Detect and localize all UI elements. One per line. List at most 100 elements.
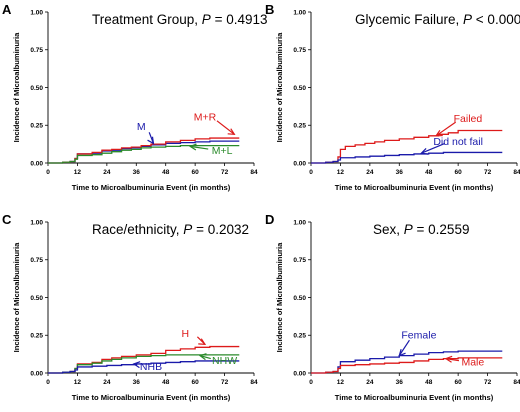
series-label-failed: Failed — [454, 113, 483, 125]
x-tick-label: 84 — [250, 379, 258, 386]
title-p-value: = 0.2559 — [413, 222, 470, 237]
x-tick-label: 24 — [103, 379, 111, 386]
x-tick-label: 12 — [74, 169, 82, 176]
x-tick-label: 36 — [133, 169, 141, 176]
y-tick-label: 1.00 — [30, 219, 43, 226]
panel-letter: A — [2, 2, 12, 17]
x-tick-label: 60 — [455, 169, 463, 176]
series-arrow-female — [398, 339, 410, 356]
x-tick-label: 72 — [484, 379, 492, 386]
x-tick-label: 48 — [162, 379, 170, 386]
x-tick-label: 60 — [192, 379, 200, 386]
y-tick-label: 0.75 — [293, 47, 306, 54]
x-tick-label: 0 — [46, 379, 50, 386]
x-tick-label: 24 — [103, 169, 111, 176]
series-line-nhb — [48, 360, 240, 374]
x-tick-label: 48 — [425, 169, 433, 176]
series-label-female: Female — [401, 329, 436, 341]
series-arrow-failed — [435, 121, 457, 137]
y-tick-label: 0.75 — [30, 47, 43, 54]
x-tick-label: 12 — [337, 379, 345, 386]
x-tick-label: 48 — [162, 169, 170, 176]
title-p-label: P — [404, 222, 413, 237]
x-tick-label: 36 — [133, 379, 141, 386]
series-arrow-nhw — [199, 355, 211, 360]
x-tick-label: 24 — [366, 379, 374, 386]
x-tick-label: 72 — [221, 379, 229, 386]
title-p-label: P — [202, 12, 211, 27]
y-tick-label: 0.25 — [30, 333, 43, 340]
series-label-m: M — [137, 121, 146, 133]
y-tick-label: 0.50 — [293, 295, 306, 302]
series-line-did-not-fail — [311, 151, 503, 164]
x-tick-label: 0 — [46, 169, 50, 176]
title-text: Glycemic Failure, — [355, 12, 463, 27]
y-tick-label: 1.00 — [30, 9, 43, 16]
x-tick-label: 24 — [366, 169, 374, 176]
x-tick-label: 60 — [192, 169, 200, 176]
x-tick-label: 36 — [396, 169, 404, 176]
title-p-label: P — [463, 12, 472, 27]
panel-title: Race/ethnicity, P = 0.2032 — [92, 222, 249, 237]
y-axis-label: Incidence of Microalbuminuria — [275, 242, 284, 352]
y-tick-label: 0.25 — [30, 123, 43, 130]
y-tick-label: 1.00 — [293, 219, 306, 226]
series-label-male: Male — [461, 356, 484, 368]
x-tick-label: 84 — [513, 169, 520, 176]
x-tick-label: 48 — [425, 379, 433, 386]
y-tick-label: 0.25 — [293, 333, 306, 340]
series-arrow-male — [445, 358, 460, 362]
x-tick-label: 0 — [309, 379, 313, 386]
x-axis-label: Time to Microalbuminuria Event (in month… — [72, 183, 231, 192]
title-text: Treatment Group, — [92, 12, 202, 27]
panel-title: Sex, P = 0.2559 — [373, 222, 469, 237]
series-label-did-not-fail: Did not fail — [433, 136, 483, 148]
title-text: Sex, — [373, 222, 404, 237]
panel-title: Treatment Group, P = 0.4913 — [92, 12, 268, 27]
series-arrowhead-female — [398, 349, 406, 357]
series-arrowhead-failed — [434, 129, 443, 137]
y-tick-label: 0.75 — [30, 257, 43, 264]
series-label-h: H — [182, 328, 190, 340]
series-arrow-m-r — [216, 120, 235, 135]
series-label-m-r: M+R — [194, 112, 217, 124]
y-axis-label: Incidence of Microalbuminuria — [12, 32, 21, 142]
series-arrowhead-m — [147, 136, 155, 145]
series-label-nhw: NHW — [212, 355, 237, 367]
x-axis-label: Time to Microalbuminuria Event (in month… — [72, 393, 231, 402]
x-tick-label: 72 — [221, 169, 229, 176]
series-line-m-l — [48, 144, 240, 164]
series-arrowhead-did-not-fail — [420, 148, 429, 155]
title-text: Race/ethnicity, — [92, 222, 183, 237]
y-tick-label: 0.00 — [30, 160, 43, 167]
y-tick-label: 0.25 — [293, 123, 306, 130]
title-p-label: P — [183, 222, 192, 237]
x-tick-label: 84 — [250, 169, 258, 176]
y-axis-label: Incidence of Microalbuminuria — [275, 32, 284, 142]
x-tick-label: 60 — [455, 379, 463, 386]
y-tick-label: 0.50 — [30, 85, 43, 92]
y-tick-label: 0.00 — [293, 370, 306, 377]
panel-letter: D — [265, 212, 274, 227]
series-label-nhb: NHB — [140, 361, 162, 373]
series-label-m-l: M+L — [212, 145, 233, 157]
x-tick-label: 12 — [337, 169, 345, 176]
series-arrow-did-not-fail — [421, 142, 446, 154]
panel-d: D Sex, P = 0.2559 0.00 0.25 0.50 0.75 1.00 0 12 2… — [265, 212, 520, 402]
y-tick-label: 0.50 — [293, 85, 306, 92]
series-arrowhead-m-r — [227, 128, 236, 135]
y-tick-label: 0.00 — [30, 370, 43, 377]
y-axis-label: Incidence of Microalbuminuria — [12, 242, 21, 352]
title-p-value: = 0.4913 — [211, 12, 268, 27]
x-tick-label: 12 — [74, 379, 82, 386]
y-tick-label: 0.00 — [293, 160, 306, 167]
series-arrowhead-nhb — [132, 361, 141, 369]
x-axis-label: Time to Microalbuminuria Event (in month… — [335, 393, 494, 402]
panel-c: C Race/ethnicity, P = 0.2032 0.00 0.25 0.50 0… — [2, 212, 258, 402]
x-axis-label: Time to Microalbuminuria Event (in month… — [335, 183, 494, 192]
